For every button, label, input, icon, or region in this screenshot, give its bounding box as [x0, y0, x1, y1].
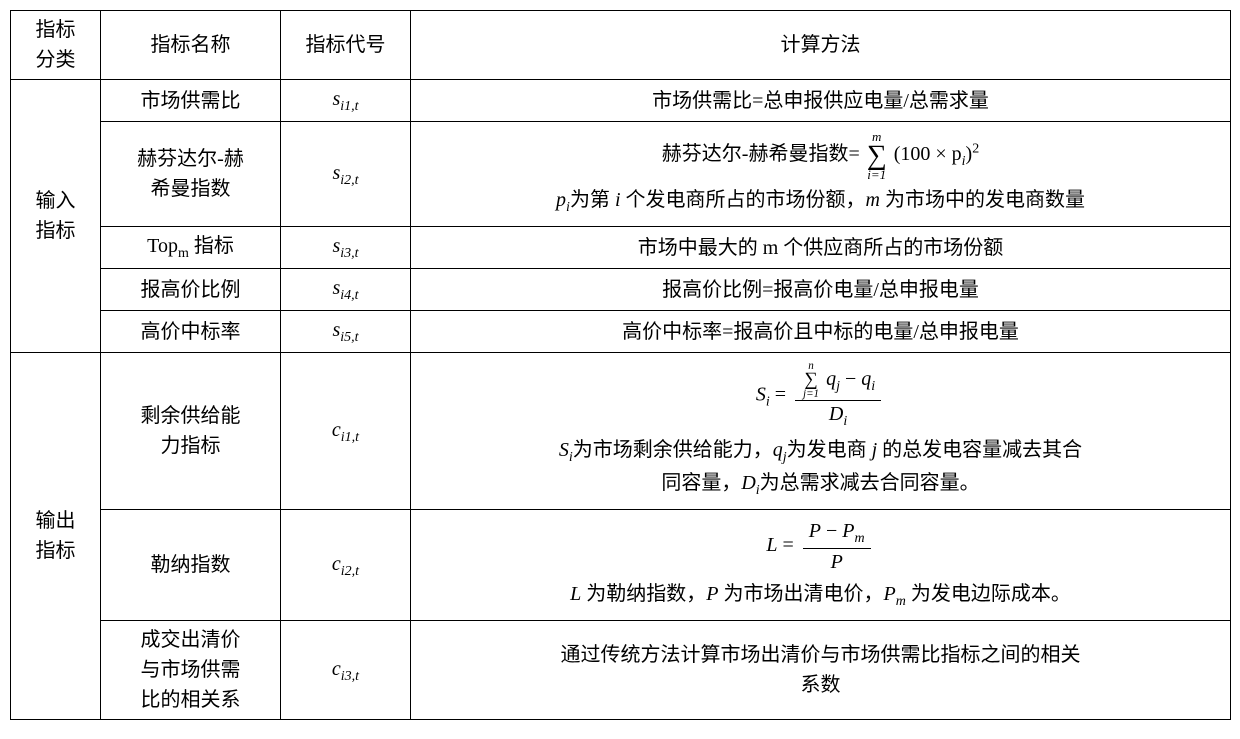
- table-row: 输出 指标 剩余供给能 力指标 ci1,t Si = n ∑ j=1 qj − …: [11, 353, 1231, 510]
- row6-code: ci1,t: [281, 353, 411, 510]
- header-name: 指标名称: [101, 11, 281, 80]
- row7-code: ci2,t: [281, 510, 411, 621]
- category-output: 输出 指标: [11, 353, 101, 720]
- row4-code: si4,t: [281, 269, 411, 311]
- row3-method: 市场中最大的 m 个供应商所占的市场份额: [411, 227, 1231, 269]
- row2-code: si2,t: [281, 122, 411, 227]
- header-row: 指标 分类 指标名称 指标代号 计算方法: [11, 11, 1231, 80]
- table-row: 赫芬达尔-赫 希曼指数 si2,t 赫芬达尔-赫希曼指数= m ∑ i=1 (1…: [11, 122, 1231, 227]
- row1-code: si1,t: [281, 80, 411, 122]
- row4-method: 报高价比例=报高价电量/总申报电量: [411, 269, 1231, 311]
- header-category: 指标 分类: [11, 11, 101, 80]
- row5-code: si5,t: [281, 311, 411, 353]
- table-row: 成交出清价 与市场供需 比的相关系 ci3,t 通过传统方法计算市场出清价与市场…: [11, 621, 1231, 720]
- table-row: Topm 指标 si3,t 市场中最大的 m 个供应商所占的市场份额: [11, 227, 1231, 269]
- row2-method: 赫芬达尔-赫希曼指数= m ∑ i=1 (100 × pi)2 pi为第 i 个…: [411, 122, 1231, 227]
- row4-name: 报高价比例: [101, 269, 281, 311]
- row3-code: si3,t: [281, 227, 411, 269]
- table-row: 高价中标率 si5,t 高价中标率=报高价且中标的电量/总申报电量: [11, 311, 1231, 353]
- indicator-table: 指标 分类 指标名称 指标代号 计算方法 输入 指标 市场供需比 si1,t 市…: [10, 10, 1231, 720]
- row5-method: 高价中标率=报高价且中标的电量/总申报电量: [411, 311, 1231, 353]
- table-row: 勒纳指数 ci2,t L = P − Pm P L 为勒纳指数，P 为市场出清电…: [11, 510, 1231, 621]
- header-code: 指标代号: [281, 11, 411, 80]
- row6-method: Si = n ∑ j=1 qj − qi Di Si为市场剩余供给能力，qj为发…: [411, 353, 1231, 510]
- row3-name: Topm 指标: [101, 227, 281, 269]
- table-row: 输入 指标 市场供需比 si1,t 市场供需比=总申报供应电量/总需求量: [11, 80, 1231, 122]
- row8-name: 成交出清价 与市场供需 比的相关系: [101, 621, 281, 720]
- table-row: 报高价比例 si4,t 报高价比例=报高价电量/总申报电量: [11, 269, 1231, 311]
- row2-name: 赫芬达尔-赫 希曼指数: [101, 122, 281, 227]
- header-method: 计算方法: [411, 11, 1231, 80]
- row5-name: 高价中标率: [101, 311, 281, 353]
- row8-code: ci3,t: [281, 621, 411, 720]
- row7-method: L = P − Pm P L 为勒纳指数，P 为市场出清电价，Pm 为发电边际成…: [411, 510, 1231, 621]
- row8-method: 通过传统方法计算市场出清价与市场供需比指标之间的相关 系数: [411, 621, 1231, 720]
- row1-name: 市场供需比: [101, 80, 281, 122]
- row1-method: 市场供需比=总申报供应电量/总需求量: [411, 80, 1231, 122]
- category-input: 输入 指标: [11, 80, 101, 353]
- row6-name: 剩余供给能 力指标: [101, 353, 281, 510]
- row7-name: 勒纳指数: [101, 510, 281, 621]
